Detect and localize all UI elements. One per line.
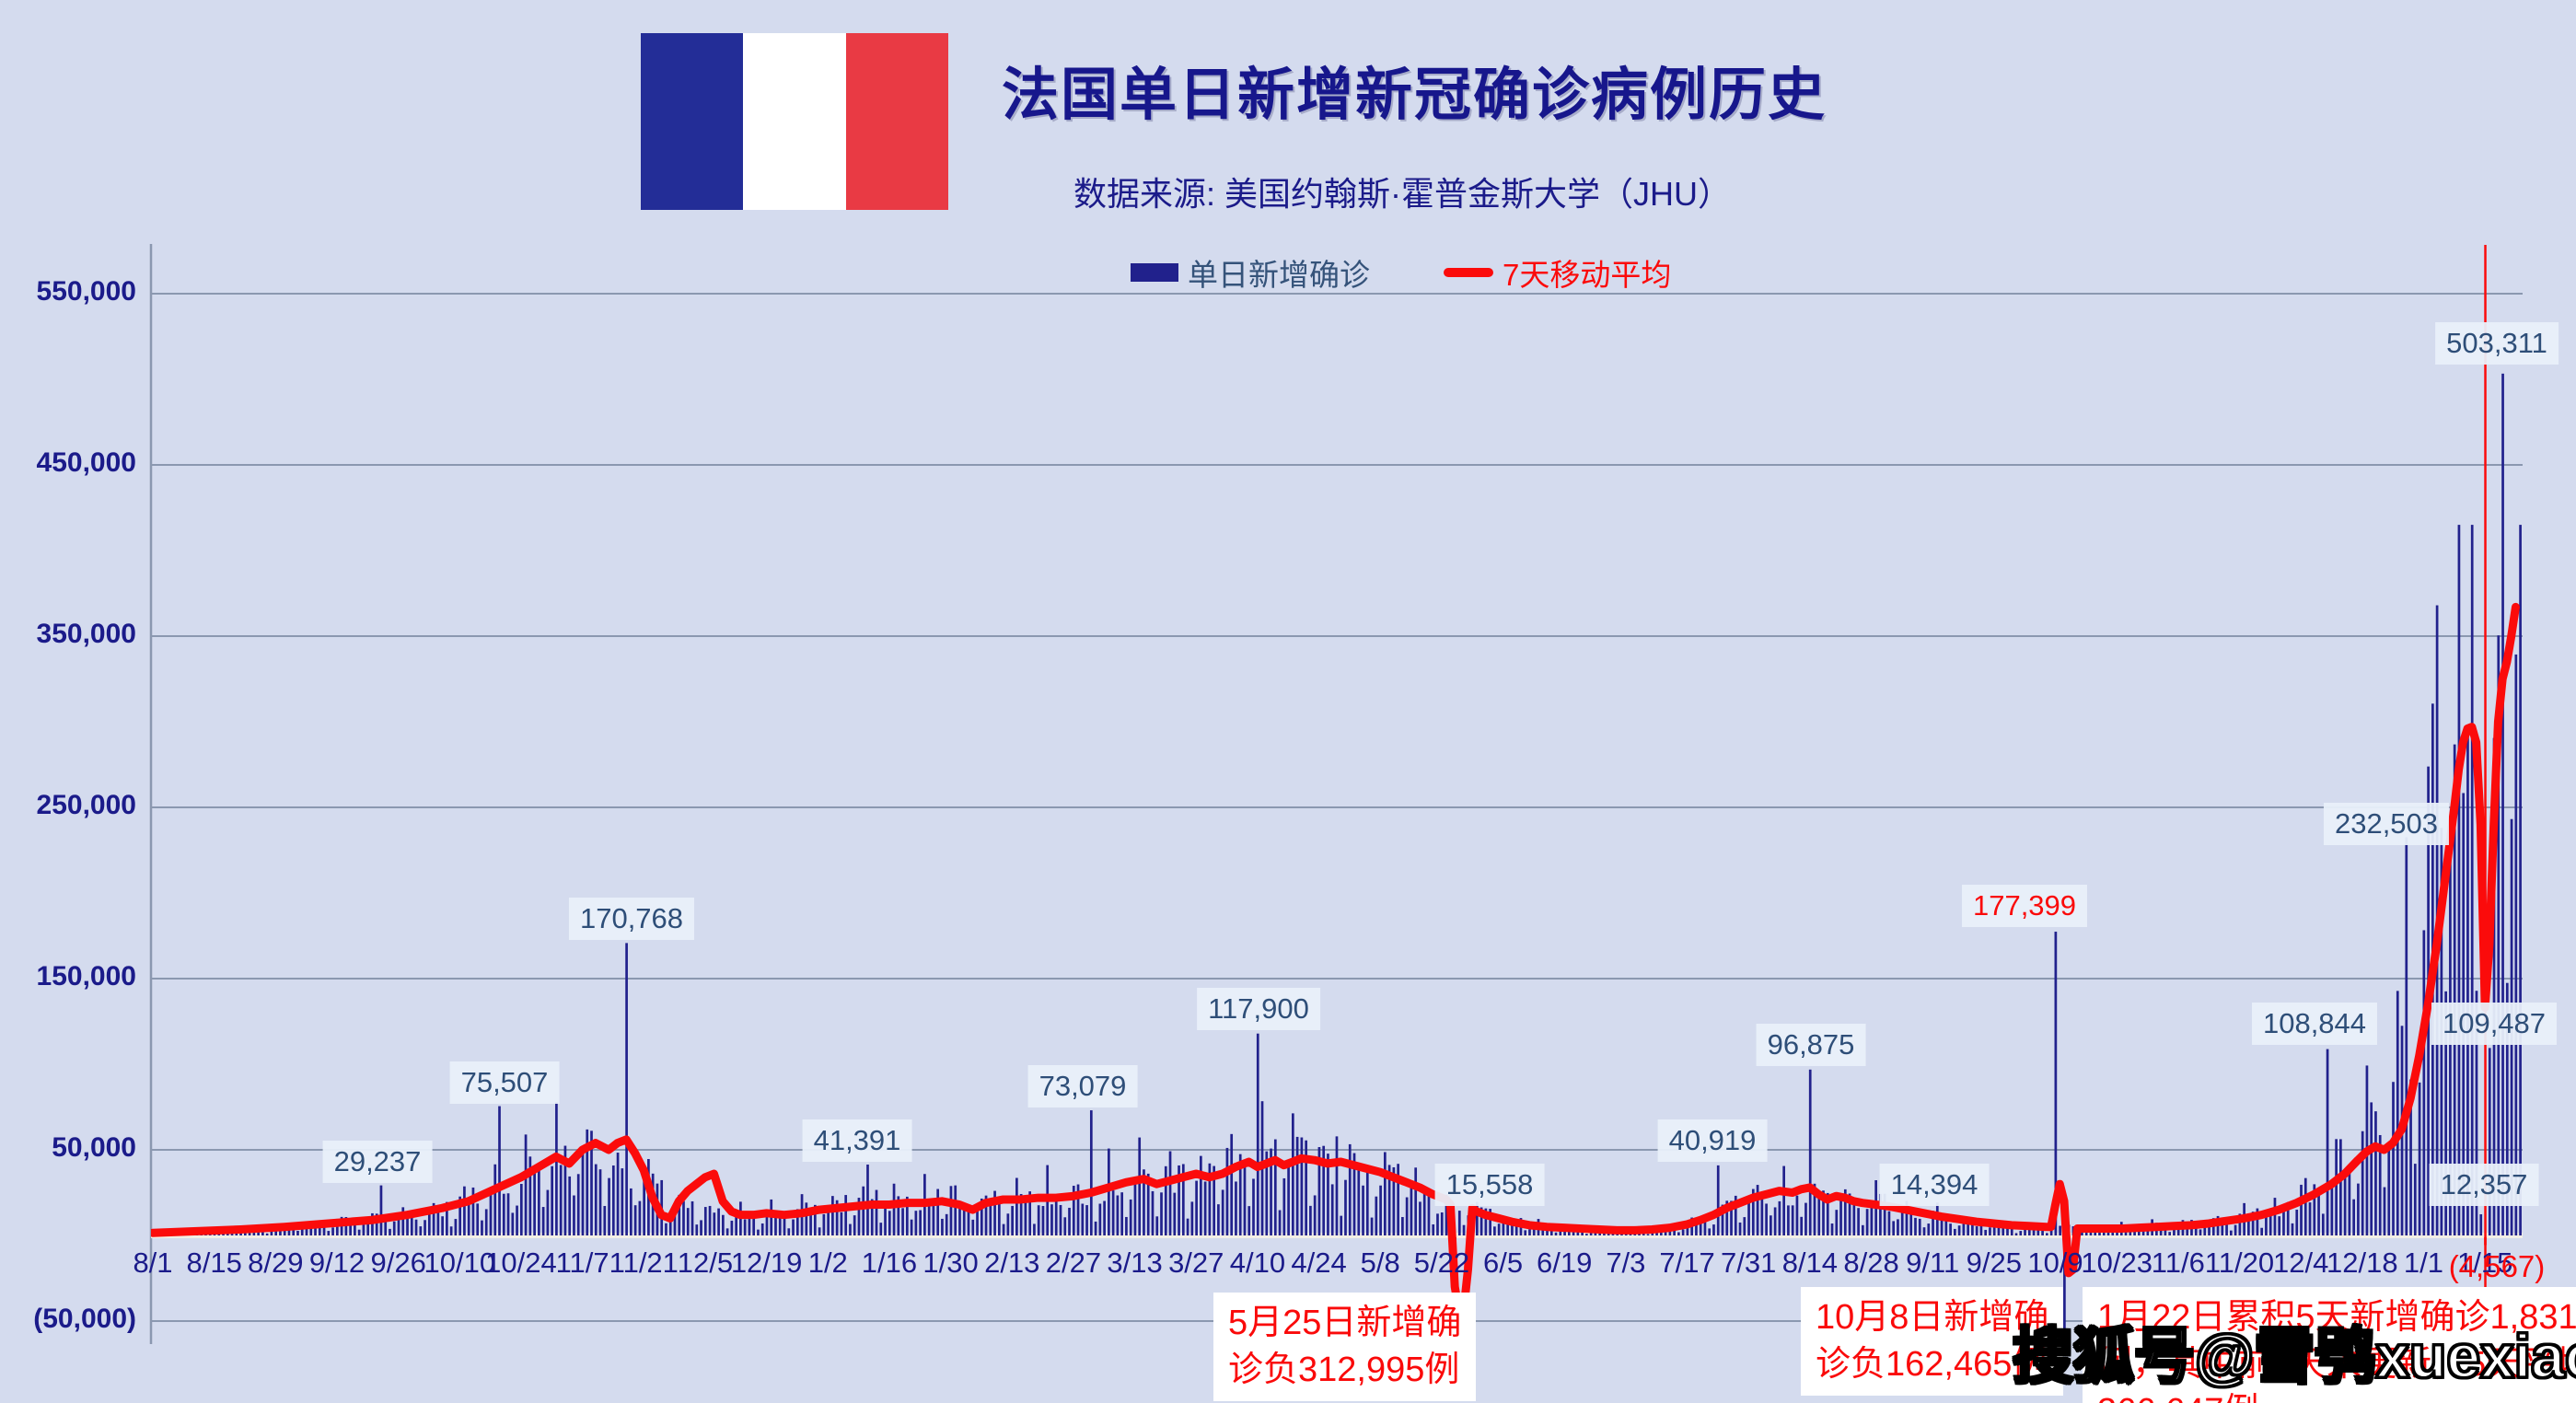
data-point-label: 109,487: [2431, 1003, 2558, 1045]
y-axis-tick-label: 250,000: [36, 790, 136, 820]
bar-series-label: 单日新增确诊: [1188, 258, 1370, 292]
x-axis-tick-label: 1/1: [2403, 1246, 2444, 1279]
y-axis-tick-label: (50,000): [33, 1304, 136, 1334]
x-axis-tick-label: 9/25: [1966, 1246, 2023, 1279]
x-axis-tick-label: 3/27: [1168, 1246, 1224, 1279]
x-axis-tick-label: 12/5: [677, 1246, 734, 1279]
x-axis-tick-label: 2/13: [984, 1246, 1040, 1279]
ma-series-swatch-icon: [1444, 268, 1493, 277]
data-point-label: 232,503: [2323, 803, 2450, 845]
x-axis-tick-label: 1/16: [861, 1246, 918, 1279]
data-source-subtitle: 数据来源: 美国约翰斯·霍普金斯大学（JHU）: [1073, 175, 1731, 213]
x-axis-tick-label: 6/19: [1537, 1246, 1593, 1279]
x-axis-tick-label: 11/7: [555, 1246, 609, 1279]
x-axis-tick-label: 8/1: [133, 1246, 173, 1279]
x-axis-tick-label: 5/22: [1413, 1246, 1470, 1279]
data-point-label: 108,844: [2251, 1003, 2378, 1045]
x-axis-tick-label: 11/20: [2204, 1246, 2275, 1279]
page-title: 法国单日新增新冠确诊病例历史: [1002, 64, 1828, 127]
x-axis-tick-label: 12/18: [2327, 1246, 2398, 1279]
flag-blue-stripe: [641, 33, 744, 210]
x-axis-tick-label: 10/23: [2081, 1246, 2152, 1279]
annotation-may25-line1: 5月25日新增确: [1228, 1304, 1462, 1342]
annotation-jan22-line1: 1月22日累积5天新增确诊1,831,442: [2097, 1298, 2576, 1337]
annotation-jan22-cumulative: 1月22日累积5天新增确诊1,831,442 例，其中前4天未更新，5天平均新增…: [2083, 1287, 2576, 1403]
x-axis-tick-label: 12/19: [730, 1246, 803, 1279]
data-point-label: 14,394: [1879, 1164, 1990, 1206]
y-axis-tick-label: 450,000: [36, 447, 136, 478]
legend: 单日新增确诊 7天移动平均: [1131, 250, 1671, 295]
x-axis-tick-label: 3/13: [1107, 1246, 1163, 1279]
flag-red-stripe: [845, 33, 948, 210]
legend-item-moving-average: 7天移动平均: [1444, 250, 1671, 295]
x-axis-tick-label: 1/15: [2456, 1246, 2513, 1279]
annotation-oct8-line1: 10月8日新增确: [1816, 1298, 2049, 1337]
data-point-label: 40,919: [1657, 1119, 1768, 1162]
annotation-jan22-line3: 366,647例。: [2097, 1388, 2576, 1403]
france-flag-image: [641, 33, 948, 210]
x-axis-tick-label: 1/30: [922, 1246, 979, 1279]
x-axis-tick-label: 10/10: [424, 1246, 496, 1279]
bar-series-swatch-icon: [1131, 263, 1178, 282]
data-point-label: 29,237: [322, 1141, 433, 1183]
data-point-label: 75,507: [449, 1061, 560, 1104]
x-axis-tick-label: 9/11: [1906, 1246, 1960, 1279]
x-axis-tick-label: 12/4: [2272, 1246, 2329, 1279]
annotation-jan22-line2: 例，其中前4天未更新，5天平均新增为: [2097, 1344, 2576, 1384]
x-axis-tick-label: 7/31: [1721, 1246, 1777, 1279]
x-axis-tick-label: 8/28: [1843, 1246, 1899, 1279]
data-point-label: 96,875: [1756, 1024, 1866, 1066]
data-point-label: 503,311: [2435, 322, 2559, 365]
annotation-may25-line2: 诊负312,995例: [1228, 1350, 1460, 1389]
x-axis-tick-label: 11/6: [2151, 1246, 2205, 1279]
x-axis-tick-label: 4/24: [1291, 1246, 1347, 1279]
x-axis-tick-label: 6/5: [1482, 1246, 1524, 1279]
data-point-label: 177,399: [1961, 885, 2088, 927]
x-axis-tick-label: 5/8: [1360, 1246, 1400, 1279]
data-point-label: 117,900: [1197, 988, 1320, 1030]
data-point-label: 170,768: [568, 898, 695, 940]
x-axis-tick-label: 9/26: [370, 1246, 426, 1279]
y-axis-tick-label: 150,000: [36, 961, 136, 991]
x-axis-tick-label: 11/21: [609, 1246, 679, 1279]
x-axis-tick-label: 10/9: [2027, 1246, 2083, 1279]
x-axis-tick-label: 9/12: [308, 1246, 366, 1279]
x-axis-tick-label: 8/15: [186, 1246, 242, 1279]
flag-white-stripe: [743, 33, 846, 210]
y-axis-tick-label: 350,000: [36, 619, 136, 649]
data-point-label: 73,079: [1027, 1065, 1138, 1107]
y-axis-tick-label: 50,000: [52, 1132, 136, 1163]
watermark: 搜狐号@雪鸮xuexiao: [2011, 1321, 2576, 1392]
negative-value-label: (4,567): [2448, 1249, 2546, 1283]
x-axis-tick-label: 7/17: [1659, 1246, 1715, 1279]
annotation-oct8-negative: 10月8日新增确 诊负162,465例: [1801, 1287, 2064, 1396]
ma-series-label: 7天移动平均: [1503, 258, 1672, 292]
x-axis-tick-label: 2/27: [1045, 1246, 1102, 1279]
x-axis-tick-label: 8/29: [248, 1246, 304, 1279]
data-point-label: 41,391: [802, 1119, 912, 1162]
data-point-label: 12,357: [2429, 1164, 2539, 1206]
x-axis-tick-label: 4/10: [1229, 1246, 1286, 1279]
annotation-may25-negative: 5月25日新增确 诊负312,995例: [1213, 1293, 1477, 1401]
y-axis-tick-label: 550,000: [36, 276, 136, 307]
annotation-oct8-line2: 诊负162,465例: [1816, 1344, 2048, 1384]
legend-item-daily-bars: 单日新增确诊: [1131, 250, 1370, 295]
x-axis-tick-label: 7/3: [1606, 1246, 1646, 1279]
data-point-label: 15,558: [1434, 1164, 1545, 1206]
x-axis-tick-label: 1/2: [807, 1246, 848, 1279]
x-axis-tick-label: 8/14: [1781, 1246, 1839, 1279]
x-axis-tick-label: 10/24: [485, 1246, 557, 1279]
